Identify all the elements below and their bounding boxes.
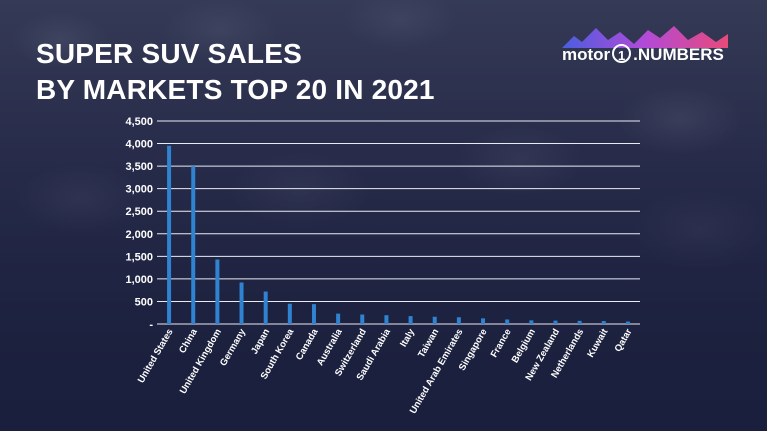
bar-united-states bbox=[167, 145, 172, 324]
x-tick-label: China bbox=[177, 326, 200, 355]
y-tick-label: 3,500 bbox=[125, 161, 153, 173]
x-tick-label: Japan bbox=[249, 327, 272, 356]
logo-brand: motor bbox=[562, 45, 611, 64]
bar-south-korea bbox=[287, 303, 292, 324]
bars bbox=[167, 145, 630, 324]
bar-australia bbox=[336, 313, 341, 324]
x-tick-label: United States bbox=[136, 327, 176, 385]
y-tick-label: 4,500 bbox=[125, 116, 153, 128]
y-tick-label: 3,000 bbox=[125, 184, 153, 196]
bar-kuwait bbox=[601, 321, 606, 324]
title-line-2: BY MARKETS TOP 20 IN 2021 bbox=[36, 74, 435, 105]
y-tick-label: 1,000 bbox=[125, 274, 153, 286]
bar-canada bbox=[311, 304, 316, 324]
bar-united-arab-emirates bbox=[456, 317, 461, 324]
bar-qatar bbox=[625, 321, 630, 324]
bar-china bbox=[191, 166, 196, 324]
logo-suffix: .NUMBERS bbox=[633, 45, 724, 64]
grid-lines bbox=[157, 120, 640, 325]
logo-mountain-icon bbox=[562, 26, 728, 48]
bar-italy bbox=[408, 316, 413, 324]
chart-title: SUPER SUV SALES BY MARKETS TOP 20 IN 202… bbox=[36, 36, 435, 108]
bar-belgium bbox=[529, 320, 534, 324]
bar-united-kingdom bbox=[215, 259, 220, 324]
motor1-numbers-logo: motor 1 .NUMBERS bbox=[556, 24, 732, 70]
x-tick-label: Kuwait bbox=[585, 326, 611, 359]
y-tick-label: 500 bbox=[135, 296, 153, 308]
bar-netherlands bbox=[577, 320, 582, 324]
y-tick-label: 1,500 bbox=[125, 251, 153, 263]
y-axis-ticks: - 500 1,000 1,500 2,000 2,500 3,000 3,500 4,000 4… bbox=[125, 116, 153, 331]
bar-taiwan bbox=[432, 316, 437, 324]
x-tick-label: France bbox=[489, 327, 514, 359]
y-tick-label: - bbox=[149, 319, 153, 331]
x-tick-label: Taiwan bbox=[416, 327, 441, 360]
bar-switzerland bbox=[360, 314, 365, 324]
y-tick-label: 2,000 bbox=[125, 229, 153, 241]
y-tick-label: 4,000 bbox=[125, 139, 153, 151]
bar-france bbox=[505, 319, 510, 324]
bar-japan bbox=[263, 291, 268, 324]
logo-one-badge: 1 bbox=[612, 44, 632, 63]
title-line-1: SUPER SUV SALES bbox=[36, 38, 302, 69]
y-tick-label: 2,500 bbox=[125, 206, 153, 218]
bar-new-zealand bbox=[553, 320, 558, 324]
bar-saudi-arabia bbox=[384, 315, 389, 324]
bar-singapore bbox=[481, 318, 486, 324]
bar-germany bbox=[239, 282, 244, 324]
logo-text: motor 1 .NUMBERS bbox=[562, 44, 724, 65]
x-tick-label: Qatar bbox=[613, 327, 635, 354]
x-tick-label: Italy bbox=[398, 326, 417, 349]
